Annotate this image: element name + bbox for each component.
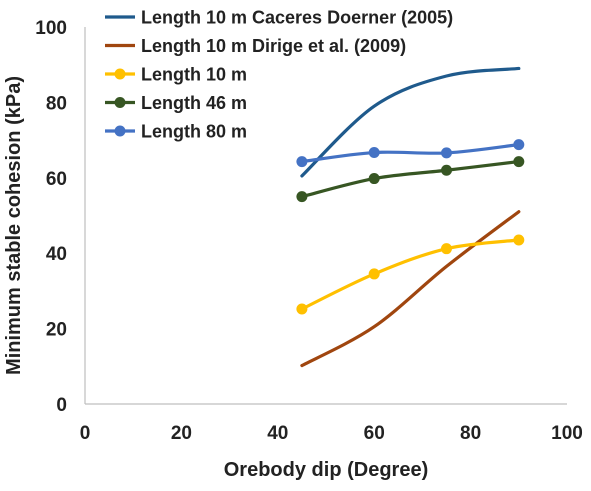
- series-5-point: [296, 156, 308, 168]
- legend-label: Length 10 m Dirige et al. (2009): [141, 36, 406, 56]
- y-axis-title: Minimum stable cohesion (kPa): [3, 76, 25, 375]
- series-3-point: [513, 234, 525, 246]
- series-2-line: [300, 210, 521, 368]
- series-5-point: [513, 139, 525, 151]
- series-4-point: [368, 173, 380, 185]
- x-tick-label: 60: [364, 423, 385, 444]
- legend-item: Length 10 m: [105, 65, 247, 85]
- legend-item: Length 10 m Dirige et al. (2009): [105, 36, 406, 56]
- series-5: [296, 139, 525, 168]
- series-3-point: [296, 303, 308, 315]
- legend-item: Length 46 m: [105, 93, 247, 113]
- legend-marker: [114, 125, 126, 137]
- y-tick-label: 40: [46, 244, 67, 265]
- series-2: [300, 210, 521, 368]
- legend-label: Length 46 m: [141, 93, 247, 113]
- series-4: [296, 156, 525, 203]
- x-tick-label: 0: [80, 423, 91, 444]
- series-1: [300, 66, 521, 178]
- x-tick-label: 20: [171, 423, 192, 444]
- x-tick-label: 100: [551, 423, 583, 444]
- x-axis-title: Orebody dip (Degree): [224, 459, 428, 481]
- legend-item: Length 10 m Caceres Doerner (2005): [105, 8, 453, 28]
- y-tick-label: 80: [46, 93, 67, 114]
- tick-labels: 0 20 40 60 80 100 0 20 40 60 80 100: [35, 18, 583, 444]
- series-4-point: [441, 164, 452, 176]
- axes: [84, 27, 567, 405]
- series-5-point: [441, 147, 452, 159]
- legend: Length 10 m Caceres Doerner (2005) Length…: [105, 8, 453, 142]
- series-5-line: [300, 143, 521, 164]
- legend-label: Length 10 m Caceres Doerner (2005): [141, 8, 453, 28]
- series-4-point: [296, 191, 308, 203]
- y-tick-label: 0: [56, 395, 67, 416]
- series-4-point: [513, 156, 525, 168]
- series-3: [296, 234, 525, 315]
- x-tick-label: 40: [267, 423, 288, 444]
- series-4-line: [300, 159, 521, 199]
- series-lines: [296, 66, 525, 368]
- series-3-line: [300, 238, 521, 311]
- series-1-line: [300, 66, 521, 178]
- y-tick-label: 60: [46, 169, 67, 190]
- legend-item: Length 80 m: [105, 122, 247, 142]
- legend-label: Length 10 m: [141, 65, 247, 85]
- series-3-point: [441, 243, 452, 255]
- y-tick-label: 20: [46, 320, 67, 341]
- series-5-point: [368, 147, 380, 159]
- x-tick-label: 80: [460, 423, 481, 444]
- y-tick-label: 100: [35, 18, 67, 39]
- legend-label: Length 80 m: [141, 122, 247, 142]
- legend-marker: [114, 97, 126, 108]
- series-3-point: [368, 268, 380, 280]
- legend-marker: [114, 68, 126, 80]
